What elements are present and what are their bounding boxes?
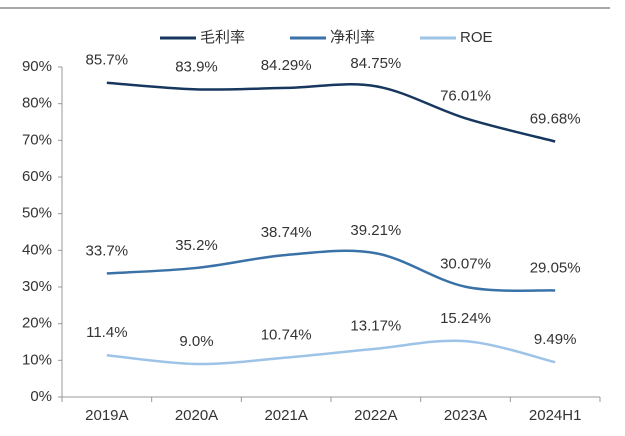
data-label: 76.01% xyxy=(440,87,491,104)
data-label: 9.49% xyxy=(534,331,577,348)
data-label: 9.0% xyxy=(179,333,213,350)
y-tick-label: 80% xyxy=(22,95,52,112)
y-tick-label: 90% xyxy=(22,58,52,75)
data-label: 29.05% xyxy=(530,259,581,276)
data-label: 85.7% xyxy=(86,52,129,69)
x-tick-label: 2023A xyxy=(444,407,487,424)
legend-label: ROE xyxy=(460,29,493,46)
y-tick-label: 10% xyxy=(22,351,52,368)
data-label: 84.75% xyxy=(350,55,401,72)
data-label: 10.74% xyxy=(261,327,312,344)
y-tick-label: 50% xyxy=(22,205,52,222)
data-label: 69.68% xyxy=(530,110,581,127)
y-tick-label: 40% xyxy=(22,241,52,258)
y-tick-label: 60% xyxy=(22,168,52,185)
series-line xyxy=(106,81,556,143)
data-label: 15.24% xyxy=(440,310,491,327)
legend-label: 净利率 xyxy=(330,29,375,46)
y-tick-label: 0% xyxy=(30,388,52,405)
data-label: 38.74% xyxy=(261,224,312,241)
x-tick-label: 2022A xyxy=(354,407,397,424)
data-label: 39.21% xyxy=(350,222,401,239)
data-label: 30.07% xyxy=(440,256,491,273)
data-label: 33.7% xyxy=(86,242,129,259)
x-tick-label: 2019A xyxy=(85,407,128,424)
x-tick-label: 2020A xyxy=(175,407,218,424)
series-line xyxy=(106,249,556,292)
data-label: 35.2% xyxy=(175,237,218,254)
data-label: 11.4% xyxy=(86,324,127,341)
y-tick-label: 30% xyxy=(22,278,52,295)
data-label: 83.9% xyxy=(175,58,218,75)
x-tick-label: 2021A xyxy=(264,407,307,424)
x-tick-label: 2024H1 xyxy=(529,407,582,424)
series-line xyxy=(106,339,556,366)
legend-label: 毛利率 xyxy=(200,29,245,46)
y-tick-label: 70% xyxy=(22,131,52,148)
data-label: 84.29% xyxy=(261,57,312,74)
data-label: 13.17% xyxy=(350,318,401,335)
y-tick-label: 20% xyxy=(22,315,52,332)
